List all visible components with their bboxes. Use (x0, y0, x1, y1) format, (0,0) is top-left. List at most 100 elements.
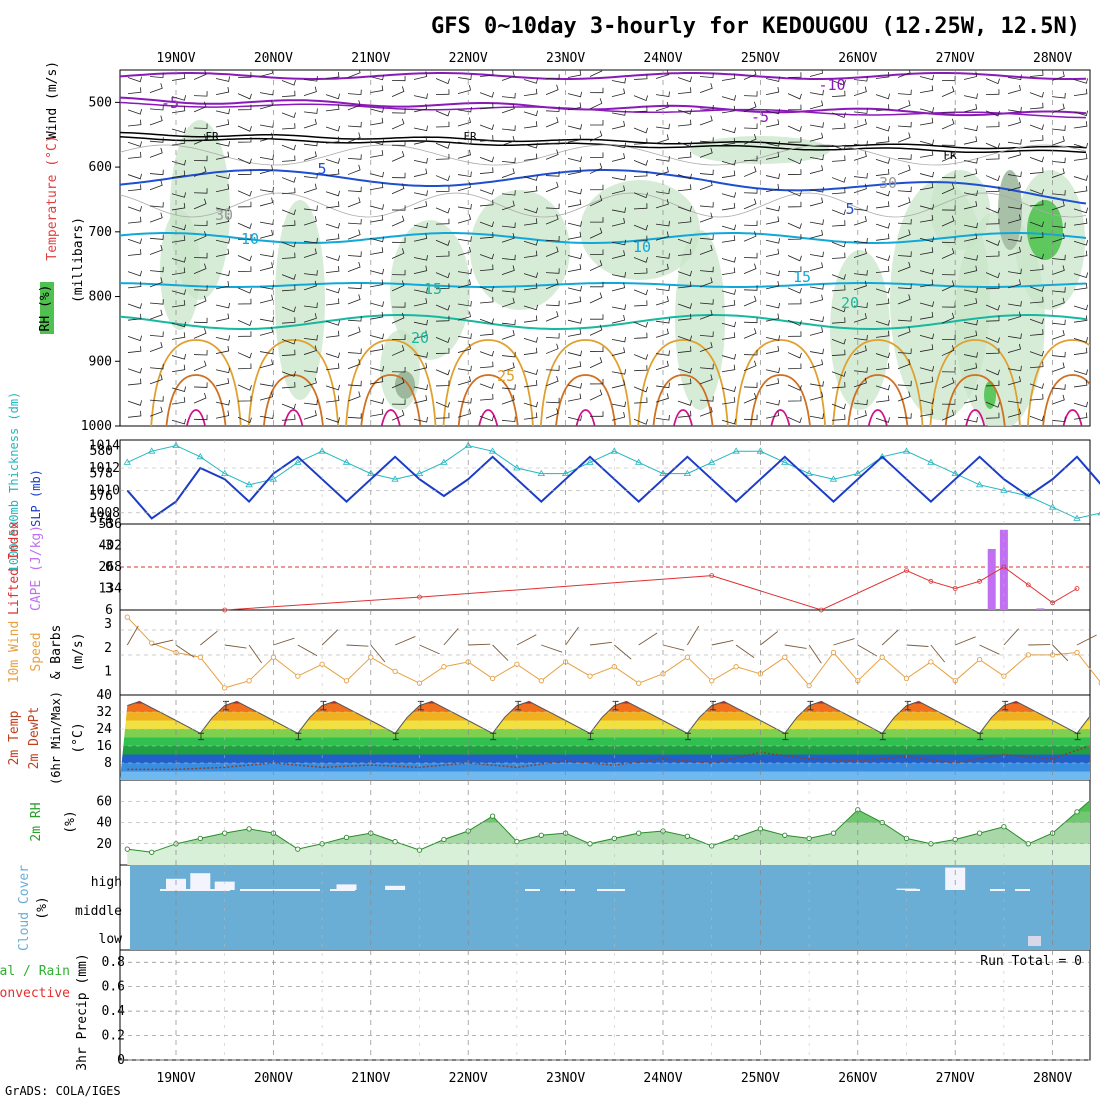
wind-barb (326, 298, 339, 305)
wind-barb (414, 417, 428, 422)
wind-barb (942, 86, 954, 96)
contour-label: FR (205, 130, 219, 143)
wind-barb (524, 111, 538, 116)
wind-barb (216, 335, 230, 340)
wind-barb (568, 135, 581, 143)
wind-barb (854, 184, 866, 193)
wind-barb (832, 156, 845, 162)
wind-barb (612, 153, 625, 161)
wind-barb (436, 186, 449, 191)
wind-barb (238, 223, 252, 228)
rh-shading-high (984, 381, 996, 409)
date-label-top: 27NOV (936, 51, 975, 66)
wind-barb (128, 239, 142, 244)
wind-barb (722, 365, 735, 372)
rh-line-point (296, 847, 300, 851)
y-tick-cape: 402 (99, 539, 122, 554)
wind-speed-line-point (271, 655, 275, 659)
wind-barb (722, 235, 735, 242)
wind-speed-line-point (880, 655, 884, 659)
wind-barb (1030, 103, 1043, 109)
wind-barb (348, 165, 360, 175)
wind-barb (832, 177, 846, 182)
wind-barb (370, 301, 384, 306)
wind-barb (348, 327, 360, 337)
wind-barb-10m (225, 645, 247, 648)
wind-barb (788, 202, 801, 207)
axis-label-slp: SLP (mb) (29, 469, 43, 527)
wind-barb (1030, 92, 1044, 97)
wind-barb (788, 126, 802, 131)
wind-barb (238, 266, 251, 271)
cape-bar (988, 549, 996, 610)
freezing-level-1 (120, 133, 1086, 149)
wind-barb (898, 165, 910, 175)
wind-speed-line-point (539, 679, 543, 683)
wind-barb (150, 299, 163, 304)
wind-barb-10m (346, 645, 368, 646)
y-tick-precip: 0.4 (102, 1004, 126, 1019)
wind-speed-line-point (393, 669, 397, 673)
wind-barb (612, 380, 625, 388)
wind-barb (546, 344, 558, 354)
wind-barb (876, 396, 889, 403)
wind-barb (568, 232, 581, 239)
wind-barb (128, 109, 142, 114)
wind-barb-10m (809, 645, 821, 663)
wind-barb (502, 384, 515, 389)
wind-barb (766, 303, 780, 308)
wind-barb (282, 177, 296, 182)
wind-barb (1008, 139, 1021, 144)
wind-barb (744, 264, 756, 274)
wind-barb (964, 126, 978, 131)
wind-barb (480, 70, 493, 76)
wind-barb (722, 257, 736, 262)
wind-barb (216, 368, 230, 373)
wind-barb (898, 187, 911, 192)
wind-barb (634, 290, 648, 295)
wind-barb (282, 113, 296, 118)
wind-barb-10m (614, 645, 631, 659)
wind-barb (1074, 121, 1087, 128)
cloud-high-trace (160, 889, 230, 891)
wind-barb (590, 185, 603, 190)
wind-barb (810, 327, 823, 335)
wind-barb (810, 317, 824, 322)
wind-barb (568, 199, 581, 207)
wind-barb (458, 85, 471, 94)
wind-barb (348, 197, 360, 207)
wind-barb (590, 357, 602, 367)
wind-barb (854, 206, 867, 211)
axis-label-2m-rh: 2m RH (29, 802, 44, 841)
wind-barb (128, 77, 142, 82)
wind-barb (238, 299, 251, 304)
rh-shading-mid (998, 170, 1022, 250)
wind-speed-line-point (223, 686, 227, 690)
wind-barb (150, 116, 162, 125)
wind-barb (568, 318, 582, 323)
wind-barb (172, 397, 185, 404)
wind-barb (1052, 417, 1065, 422)
y-tick-pressure: 900 (89, 354, 112, 369)
wind-barb (458, 204, 471, 209)
cloud-high-bar (385, 886, 405, 890)
wind-barb (590, 152, 603, 157)
wind-barb (216, 378, 229, 386)
wind-barb (678, 87, 691, 93)
wind-barb (150, 396, 163, 401)
wind-barb (238, 288, 252, 293)
y-tick-slp: 1012 (89, 461, 120, 476)
wind-barb (414, 169, 427, 177)
wind-barb (216, 411, 229, 419)
axis-label-total-rain: Total / Rain (0, 964, 70, 979)
axis-label-precip: 3hr Precip (mm) (75, 953, 90, 1070)
temp-contour-minus10 (120, 73, 1086, 79)
wind-barb-10m (152, 640, 173, 645)
wind-barb (348, 230, 360, 240)
y-tick-wind: 2 (104, 641, 112, 656)
wind-barb (744, 382, 757, 387)
wind-barb (722, 225, 736, 230)
wind-barb (656, 329, 668, 338)
wind-barb (964, 93, 978, 98)
